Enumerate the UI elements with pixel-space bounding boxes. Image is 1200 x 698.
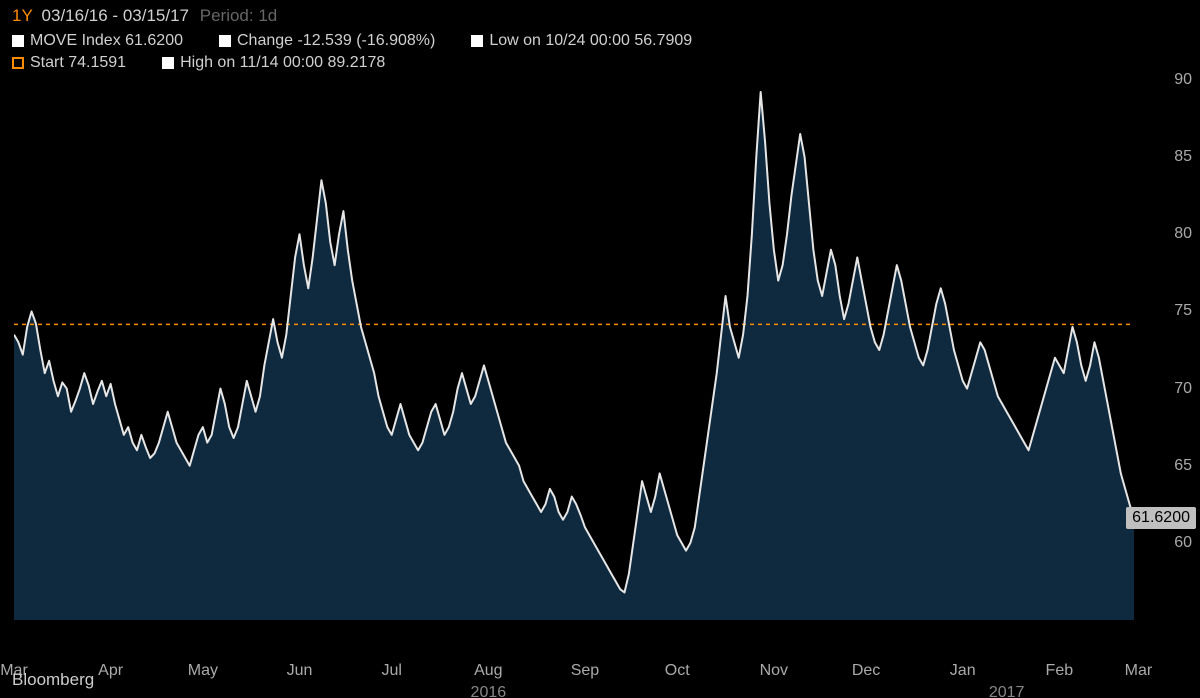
x-tick-label: Jun: [287, 662, 313, 680]
legend-swatch: [219, 35, 231, 47]
y-tick-label: 75: [1174, 302, 1192, 320]
legend-swatch: [162, 57, 174, 69]
chart-container: 1Y 03/16/16 - 03/15/17 Period: 1d MOVE I…: [0, 0, 1200, 698]
period-label[interactable]: Period: 1d: [200, 6, 278, 25]
y-tick-label: 90: [1174, 71, 1192, 89]
y-tick-label: 70: [1174, 380, 1192, 398]
x-tick-label: Jan: [950, 662, 976, 680]
legend-swatch: [471, 35, 483, 47]
legend-item: MOVE Index 61.6200: [12, 30, 183, 52]
legend-item: Low on 10/24 00:00 56.7909: [471, 30, 692, 52]
x-tick-label: Aug: [474, 662, 502, 680]
y-tick-label: 60: [1174, 534, 1192, 552]
legend-swatch: [12, 35, 24, 47]
price-chart[interactable]: [14, 80, 1134, 620]
x-tick-label: Sep: [571, 662, 599, 680]
x-year-label: 2017: [989, 684, 1025, 698]
range-selector[interactable]: 1Y: [12, 6, 33, 25]
legend-text: Change -12.539 (-16.908%): [237, 30, 435, 52]
legend-swatch: [12, 57, 24, 69]
brand-label: Bloomberg: [12, 670, 94, 690]
legend-row-2: Start 74.1591 High on 11/14 00:00 89.217…: [12, 52, 1140, 74]
legend-item: Start 74.1591: [12, 52, 126, 74]
header-line: 1Y 03/16/16 - 03/15/17 Period: 1d: [12, 6, 277, 26]
x-year-label: 2016: [471, 684, 507, 698]
legend-item: High on 11/14 00:00 89.2178: [162, 52, 385, 74]
y-tick-label: 85: [1174, 148, 1192, 166]
legend-text: Low on 10/24 00:00 56.7909: [489, 30, 692, 52]
legend-row-1: MOVE Index 61.6200 Change -12.539 (-16.9…: [12, 30, 1140, 52]
legend-text: Start 74.1591: [30, 52, 126, 74]
last-price-flag: 61.6200: [1126, 507, 1196, 529]
x-tick-label: Nov: [760, 662, 788, 680]
date-range[interactable]: 03/16/16 - 03/15/17: [42, 6, 189, 25]
y-tick-label: 65: [1174, 457, 1192, 475]
x-tick-label: May: [188, 662, 218, 680]
y-tick-label: 80: [1174, 225, 1192, 243]
x-tick-label: Oct: [665, 662, 690, 680]
legend-text: High on 11/14 00:00 89.2178: [180, 52, 385, 74]
legend-item: Change -12.539 (-16.908%): [219, 30, 435, 52]
legend-text: MOVE Index 61.6200: [30, 30, 183, 52]
x-tick-label: Mar: [1125, 662, 1153, 680]
x-tick-label: Apr: [98, 662, 123, 680]
x-tick-label: Jul: [381, 662, 401, 680]
x-tick-label: Dec: [852, 662, 880, 680]
x-tick-label: Feb: [1046, 662, 1074, 680]
legend: MOVE Index 61.6200 Change -12.539 (-16.9…: [12, 30, 1140, 74]
